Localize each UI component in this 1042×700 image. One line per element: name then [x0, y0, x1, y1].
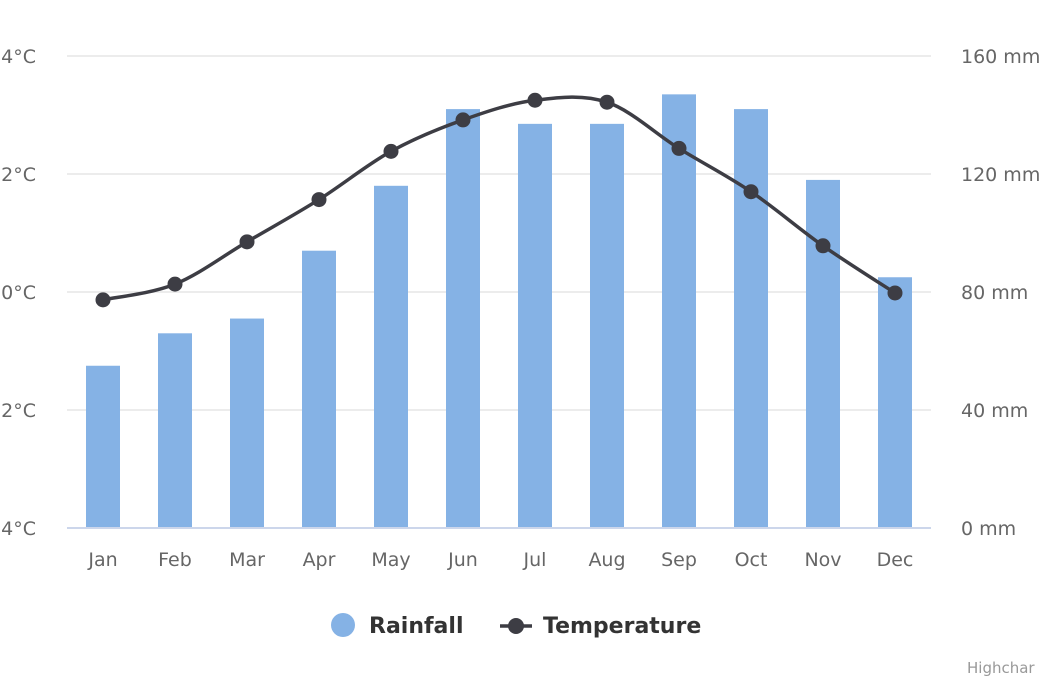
x-tick-label: Mar [229, 549, 265, 571]
y-right-tick-label: 80 mm [961, 282, 1028, 304]
y-right-tick-label: 40 mm [961, 400, 1028, 422]
credits-link[interactable]: Highchar [967, 659, 1035, 677]
temperature-point-aug[interactable] [599, 94, 615, 110]
x-tick-label: Oct [735, 549, 768, 571]
rainfall-bar-mar[interactable] [230, 318, 264, 528]
rainfall-bars [86, 94, 912, 529]
x-tick-label: Dec [877, 549, 914, 571]
x-axis-labels: Jan Feb Mar Apr May Jun Jul Aug Sep Oct … [87, 549, 913, 571]
x-tick-label: Jul [523, 549, 547, 571]
x-tick-label: Apr [303, 549, 336, 571]
y-right-tick-label: 0 mm [961, 518, 1016, 540]
temperature-point-oct[interactable] [743, 184, 759, 200]
legend-item-temperature[interactable]: Temperature [500, 614, 701, 639]
legend-item-rainfall[interactable]: Rainfall [331, 613, 464, 639]
temperature-point-dec[interactable] [887, 285, 903, 301]
rainfall-bar-may[interactable] [374, 185, 408, 529]
temperature-point-mar[interactable] [239, 234, 255, 250]
temperature-point-feb[interactable] [167, 276, 183, 292]
y-left-tick-label: 0°C [1, 282, 36, 304]
temperature-point-nov[interactable] [815, 238, 831, 254]
y-right-tick-label: 160 mm [961, 46, 1040, 68]
rainfall-bar-sep[interactable] [662, 94, 696, 528]
legend-rainfall-label: Rainfall [369, 614, 464, 639]
x-tick-label: Aug [588, 549, 625, 571]
rainfall-bar-jan[interactable] [86, 365, 120, 528]
temperature-point-sep[interactable] [671, 140, 687, 156]
y-left-tick-label: 2°C [1, 400, 36, 422]
y-left-tick-label: 4°C [1, 46, 36, 68]
legend: Rainfall Temperature [331, 613, 701, 639]
rainfall-bar-feb[interactable] [158, 333, 192, 528]
x-tick-label: Feb [158, 549, 192, 571]
rainfall-bar-oct[interactable] [734, 109, 768, 528]
legend-rainfall-symbol-icon [331, 613, 355, 637]
x-tick-label: May [371, 549, 410, 571]
y-axis-left-labels: 4°C 2°C 0°C 2°C 4°C [1, 46, 36, 540]
y-axis-right-labels: 160 mm 120 mm 80 mm 40 mm 0 mm [961, 46, 1040, 540]
y-left-tick-label: 4°C [1, 518, 36, 540]
rainfall-bar-aug[interactable] [590, 123, 624, 528]
x-tick-label: Sep [661, 549, 697, 571]
rainfall-bar-dec[interactable] [878, 277, 912, 528]
x-tick-label: Nov [804, 549, 841, 571]
rainfall-bar-jul[interactable] [518, 123, 552, 528]
y-right-tick-label: 120 mm [961, 164, 1040, 186]
temperature-point-apr[interactable] [311, 192, 327, 208]
rainfall-bar-jun[interactable] [446, 109, 480, 528]
temperature-line [102, 95, 896, 302]
y-left-tick-label: 2°C [1, 164, 36, 186]
x-tick-label: Jun [447, 549, 478, 571]
rainfall-bar-apr[interactable] [302, 250, 336, 528]
temperature-point-jan[interactable] [95, 292, 111, 308]
rainfall-bar-nov[interactable] [806, 179, 840, 528]
temperature-point-jul[interactable] [527, 92, 543, 108]
temperature-point-jun[interactable] [455, 112, 471, 128]
legend-temperature-marker-icon [508, 618, 524, 634]
gridlines [67, 55, 931, 411]
temperature-points [95, 92, 903, 308]
x-tick-label: Jan [87, 549, 117, 571]
temperature-point-may[interactable] [383, 143, 399, 159]
legend-temperature-label: Temperature [543, 614, 701, 639]
